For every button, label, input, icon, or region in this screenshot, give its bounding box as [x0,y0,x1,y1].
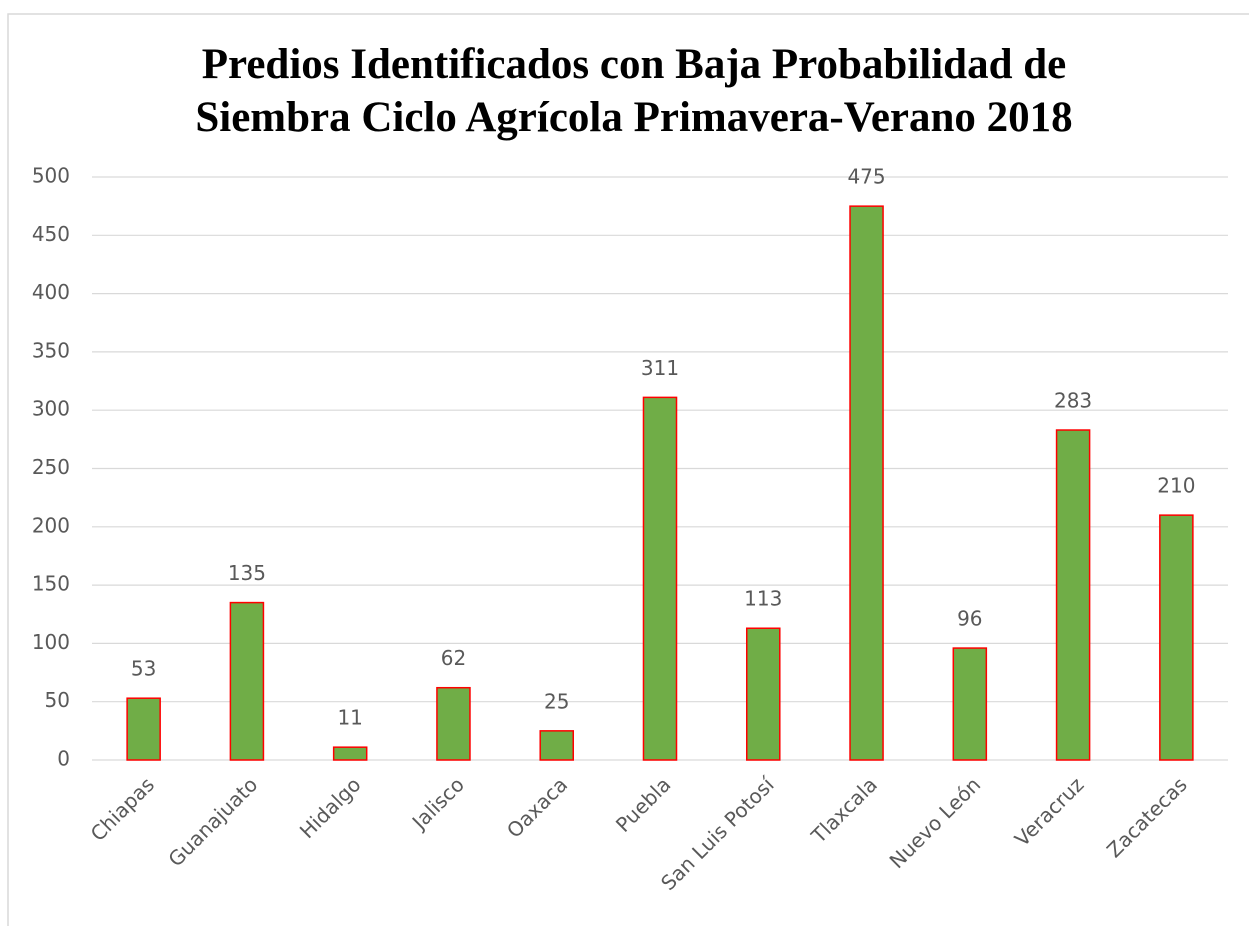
bar [952,647,988,761]
bar [849,205,884,761]
data-label: 25 [544,689,569,713]
x-tick-label: Guanajuato [163,772,262,871]
y-tick-label: 0 [57,747,70,771]
bar [539,730,575,761]
bar [1159,514,1194,761]
data-label: 475 [847,165,885,189]
y-tick-label: 300 [32,397,70,421]
x-tick-label: Jalisco [406,772,469,835]
data-label: 53 [131,657,156,681]
x-tick-label: Tlaxcala [806,772,882,848]
x-tick-label: Zacatecas [1102,772,1192,862]
data-label: 96 [957,607,982,631]
x-tick-label: Oaxaca [502,772,572,842]
y-tick-label: 250 [32,455,70,479]
x-tick-label: Hidalgo [295,772,366,843]
data-label: 113 [744,587,782,611]
data-label: 311 [641,356,679,380]
bar [436,686,471,761]
y-tick-label: 400 [32,280,70,304]
data-label: 11 [337,706,362,730]
x-tick-label: Puebla [611,772,675,836]
data-label: 62 [441,646,466,670]
y-tick-label: 450 [32,222,70,246]
y-tick-label: 50 [45,688,70,712]
chart-border [7,13,1249,926]
x-tick-label: Chiapas [86,772,159,845]
bar [332,746,368,761]
x-tick-label: Veracruz [1010,772,1089,851]
bar [229,601,265,761]
bar [642,396,678,761]
bar [745,627,781,761]
x-tick-label: Nuevo León [885,772,986,873]
y-tick-label: 150 [32,572,70,596]
y-tick-label: 200 [32,513,70,537]
y-tick-label: 350 [32,338,70,362]
chart-title: Predios Identificados con Baja Probabili… [195,41,1073,141]
bar [1055,429,1091,761]
bar [126,697,161,761]
data-label: 135 [228,561,266,585]
data-label: 210 [1157,474,1195,498]
data-label: 283 [1054,389,1092,413]
y-tick-label: 100 [32,630,70,654]
y-tick-label: 500 [32,164,70,188]
